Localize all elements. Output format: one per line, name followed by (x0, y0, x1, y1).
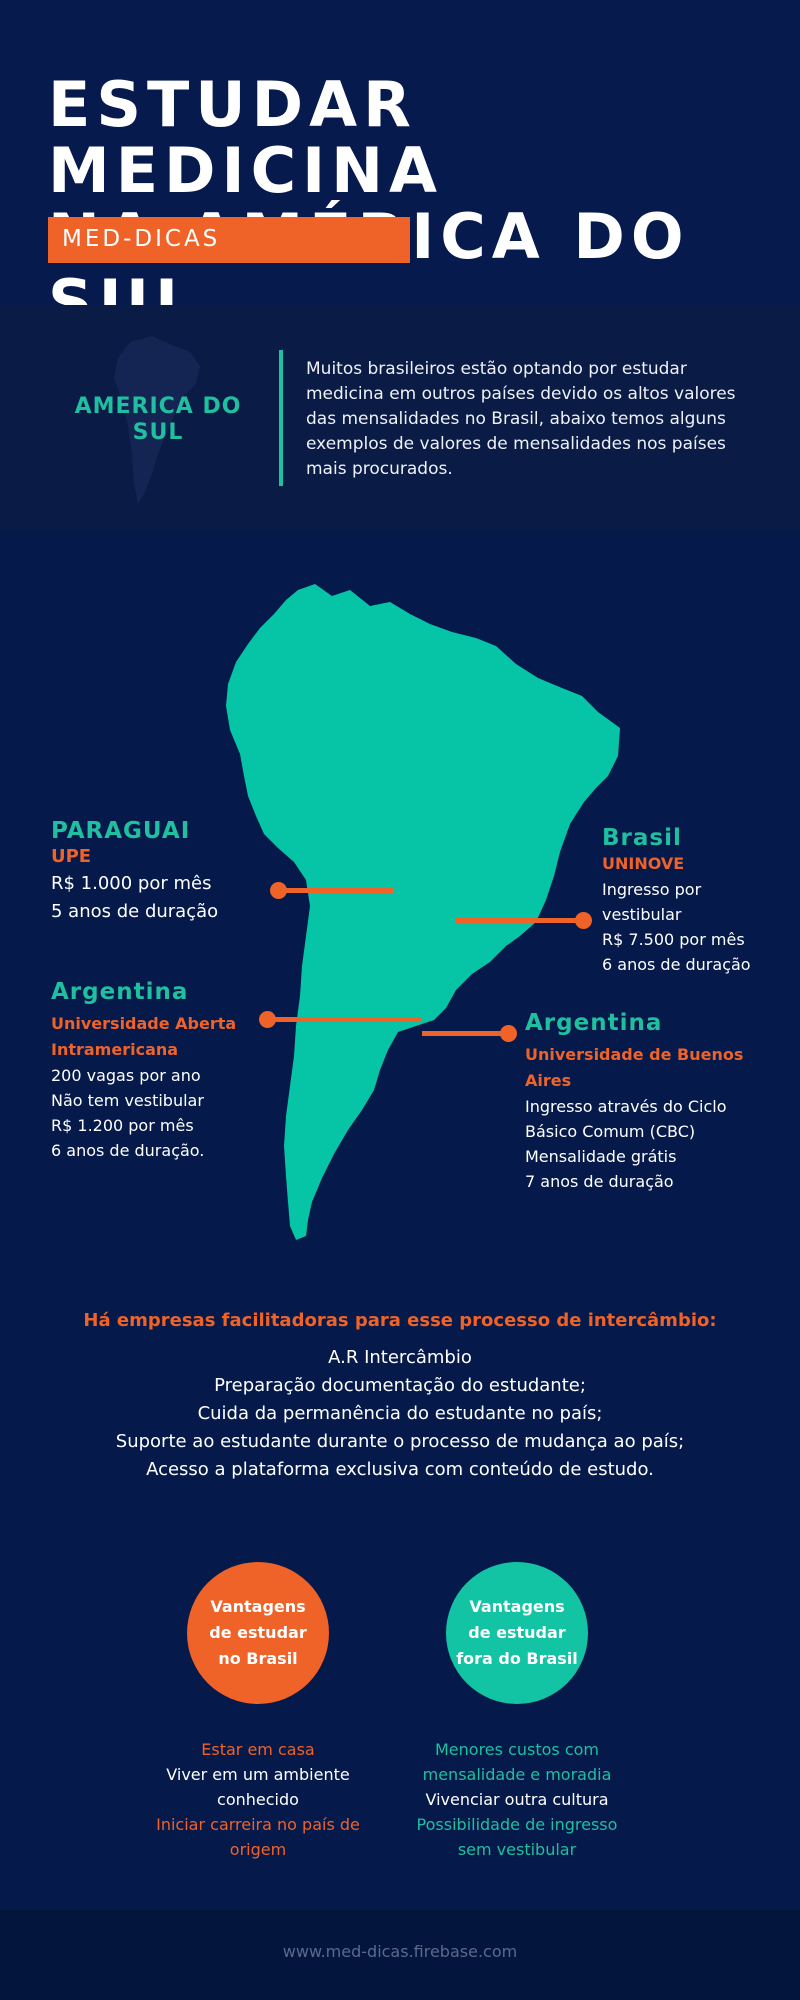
intro-line: mais procurados. (306, 459, 453, 479)
facilitator-line: A.R Intercâmbio (328, 1347, 472, 1368)
south-america-silhouette-icon (114, 336, 200, 504)
info-line: Ingresso através do Ciclo (525, 1097, 727, 1116)
country-block-argentina-left: Argentina Universidade Aberta Intrameric… (51, 979, 271, 1163)
facilitator-line: Preparação documentação do estudante; (214, 1375, 586, 1396)
intro-text: Muitos brasileiros estão optando por est… (306, 357, 746, 482)
connector-line-argentina-left (266, 1017, 422, 1022)
advantages-brasil-circle: Vantagens de estudar no Brasil (187, 1562, 329, 1704)
university-name: UNINOVE (602, 854, 685, 873)
info-line: R$ 1.200 por mês (51, 1116, 194, 1135)
circle-line: Vantagens (210, 1597, 306, 1616)
info-line: 5 anos de duração (51, 901, 219, 922)
intro-line: exemplos de valores de mensalidades nos … (306, 434, 726, 454)
info-line: vestibular (602, 905, 682, 924)
page-title: ESTUDAR MEDICINA NA AMÉRICA DO SUL (48, 72, 800, 336)
info-line: 200 vagas por ano (51, 1066, 201, 1085)
region-label-line-2: SUL (132, 420, 184, 445)
region-label: AMERICA DO SUL (68, 394, 248, 446)
advantage-item: conhecido (217, 1790, 299, 1809)
circle-line: fora do Brasil (456, 1649, 578, 1668)
facilitators-title: Há empresas facilitadoras para esse proc… (83, 1310, 717, 1331)
advantage-item: Viver em um ambiente (166, 1765, 350, 1784)
advantage-item: Estar em casa (201, 1740, 315, 1759)
intro-line: das mensalidades no Brasil, abaixo temos… (306, 409, 726, 429)
connector-line-paraguai (280, 888, 393, 893)
intro-divider (279, 350, 283, 486)
south-america-map (226, 584, 620, 1240)
university-name-line: Universidade Aberta (51, 1014, 237, 1033)
university-name-line: Universidade de Buenos (525, 1045, 744, 1064)
circle-line: no Brasil (218, 1649, 298, 1668)
info-line: Mensalidade grátis (525, 1147, 677, 1166)
info-line: 7 anos de duração (525, 1172, 674, 1191)
advantage-item: sem vestibular (457, 1840, 577, 1859)
country-block-brasil: Brasil UNINOVE Ingresso por vestibular R… (602, 825, 792, 977)
info-line: Básico Comum (CBC) (525, 1122, 696, 1141)
connector-dot-brasil (575, 912, 592, 929)
advantage-item: Menores custos com (435, 1740, 599, 1759)
advantage-item: origem (229, 1840, 287, 1859)
country-block-argentina-right: Argentina Universidade de Buenos Aires I… (525, 1010, 775, 1194)
university-name-line: Aires (525, 1071, 572, 1090)
country-block-paraguai: PARAGUAI UPE R$ 1.000 por mês 5 anos de … (51, 818, 271, 926)
facilitator-line: Cuida da permanência do estudante no paí… (197, 1403, 603, 1424)
intro-line: Muitos brasileiros estão optando por est… (306, 359, 687, 379)
info-line: R$ 7.500 por mês (602, 930, 745, 949)
info-line: 6 anos de duração (602, 955, 751, 974)
circle-line: de estudar (468, 1623, 566, 1642)
advantages-fora-list: Menores custos com mensalidade e moradia… (387, 1737, 647, 1862)
country-name: Argentina (51, 979, 189, 1005)
footer: www.med-dicas.firebase.com (0, 1910, 800, 2000)
region-label-line-1: AMERICA DO (74, 394, 242, 419)
info-line: 6 anos de duração. (51, 1141, 205, 1160)
title-line-1: ESTUDAR MEDICINA (48, 68, 444, 207)
circle-line: Vantagens (469, 1597, 565, 1616)
university-name: UPE (51, 846, 92, 867)
advantage-item: Iniciar carreira no país de (156, 1815, 360, 1834)
circle-line: de estudar (209, 1623, 307, 1642)
connector-line-brasil (456, 918, 580, 923)
advantages-fora-circle: Vantagens de estudar fora do Brasil (446, 1562, 588, 1704)
info-line: Não tem vestibular (51, 1091, 204, 1110)
intro-line: medicina em outros países devido os alto… (306, 384, 736, 404)
country-name: Brasil (602, 825, 682, 851)
advantages-brasil-list: Estar em casa Viver em um ambiente conhe… (128, 1737, 388, 1862)
advantage-item: Possibilidade de ingresso (416, 1815, 618, 1834)
connector-dot-paraguai (270, 882, 287, 899)
facilitator-line: Suporte ao estudante durante o processo … (115, 1431, 685, 1452)
country-name: PARAGUAI (51, 818, 191, 844)
info-line: Ingresso por (602, 880, 702, 899)
facilitators-list: A.R Intercâmbio Preparação documentação … (0, 1344, 800, 1484)
brand-tag: MED-DICAS (48, 217, 410, 263)
info-line: R$ 1.000 por mês (51, 873, 212, 894)
advantage-item: Vivenciar outra cultura (425, 1790, 609, 1809)
advantage-item: mensalidade e moradia (422, 1765, 612, 1784)
brand-tag-label: MED-DICAS (62, 226, 221, 252)
footer-url-link[interactable]: www.med-dicas.firebase.com (282, 1942, 518, 1961)
south-america-shape (226, 584, 620, 1240)
university-name-line: Intramericana (51, 1040, 179, 1059)
facilitator-line: Acesso a plataforma exclusiva com conteú… (146, 1459, 654, 1480)
connector-line-argentina-right (422, 1031, 508, 1036)
connector-dot-argentina-right (500, 1025, 517, 1042)
connector-dot-argentina-left (259, 1011, 276, 1028)
country-name: Argentina (525, 1010, 663, 1036)
